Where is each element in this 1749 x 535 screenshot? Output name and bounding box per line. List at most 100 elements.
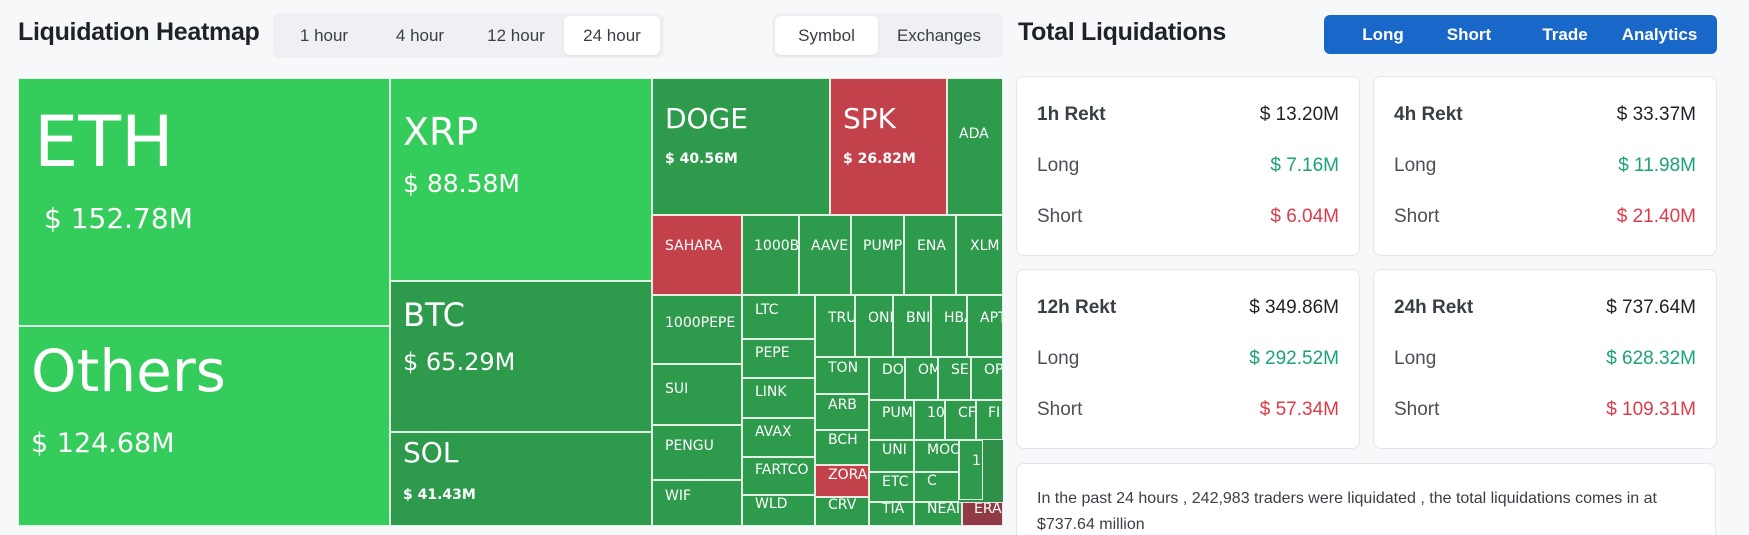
rekt-value-period: $ 13.20M bbox=[1259, 104, 1339, 125]
heatmap-cell-symbol: APT bbox=[980, 310, 1002, 327]
heatmap-cell-fi[interactable]: FI bbox=[976, 400, 1003, 440]
heatmap-cell-btc[interactable]: BTC $ 65.29M bbox=[390, 281, 652, 432]
rekt-label-long: Long bbox=[1037, 348, 1080, 369]
heatmap-cell-moo[interactable]: MOO bbox=[914, 440, 959, 472]
heatmap-cell-1000b[interactable]: 1000B bbox=[742, 215, 799, 295]
time-option-12h[interactable]: 12 hour bbox=[487, 25, 545, 45]
rekt-value-long: $ 7.16M bbox=[1270, 155, 1339, 176]
rekt-value-long: $ 292.52M bbox=[1249, 348, 1339, 369]
rekt-card-12h: 12h Rekt $ 349.86M Long $ 292.52M Short $ 57.… bbox=[1016, 269, 1360, 449]
heatmap-cell-avax[interactable]: AVAX bbox=[742, 418, 815, 457]
time-option-1h[interactable]: 1 hour bbox=[299, 25, 349, 45]
time-option-24h[interactable]: 24 hour bbox=[564, 16, 660, 55]
heatmap-cell-xrp[interactable]: XRP $ 88.58M bbox=[390, 78, 652, 281]
liquidation-treemap: ETH $ 152.78M Others $ 124.68M XRP $ 88.58M BT… bbox=[18, 78, 1003, 526]
heatmap-cell-do[interactable]: DO bbox=[869, 357, 905, 400]
heatmap-cell-ltc[interactable]: LTC bbox=[742, 295, 815, 339]
heatmap-cell-xlm[interactable]: XLM bbox=[956, 215, 1003, 295]
rekt-label-period: 24h Rekt bbox=[1394, 297, 1474, 318]
heatmap-cell-bch[interactable]: BCH bbox=[815, 430, 869, 465]
heatmap-cell-pum[interactable]: PUM bbox=[869, 400, 914, 440]
rekt-value-short: $ 6.04M bbox=[1270, 206, 1339, 227]
heatmap-cell-symbol: Others bbox=[31, 337, 226, 406]
heatmap-cell-uni[interactable]: UNI bbox=[869, 440, 914, 472]
heatmap-cell-amount: $ 26.82M bbox=[843, 150, 916, 167]
rekt-row-long: Long $ 11.98M bbox=[1394, 152, 1696, 180]
rekt-value-long: $ 11.98M bbox=[1618, 155, 1696, 176]
rekt-label-short: Short bbox=[1394, 206, 1440, 227]
heatmap-cell-pump[interactable]: PUMP bbox=[851, 215, 904, 295]
heatmap-cell-etc[interactable]: ETC bbox=[869, 472, 914, 502]
heatmap-cell-crv[interactable]: CRV bbox=[815, 497, 869, 526]
heatmap-cell-se[interactable]: SE bbox=[938, 357, 971, 400]
rekt-label-period: 12h Rekt bbox=[1037, 297, 1117, 318]
rekt-value-short: $ 109.31M bbox=[1606, 399, 1696, 420]
heatmap-cell-symbol: CF bbox=[958, 405, 976, 422]
heatmap-cell-apt[interactable]: APT bbox=[967, 295, 1003, 357]
heatmap-cell-bni[interactable]: BNI bbox=[893, 295, 931, 357]
heatmap-cell-ena[interactable]: ENA bbox=[904, 215, 956, 295]
heatmap-cell-10[interactable]: 10 bbox=[914, 400, 945, 440]
heatmap-cell-wld[interactable]: WLD bbox=[742, 495, 815, 526]
time-range-selector: 1 hour 4 hour 12 hour 24 hour bbox=[273, 13, 664, 58]
rekt-row-period: 4h Rekt $ 33.37M bbox=[1394, 101, 1696, 129]
time-option-4h[interactable]: 4 hour bbox=[395, 25, 445, 45]
heatmap-cell-others[interactable]: Others $ 124.68M bbox=[18, 326, 390, 526]
rekt-label-long: Long bbox=[1037, 155, 1080, 176]
heatmap-cell-ton[interactable]: TON bbox=[815, 357, 869, 394]
heatmap-cell-era[interactable]: ERA bbox=[962, 502, 1003, 526]
rekt-label-short: Short bbox=[1037, 206, 1083, 227]
heatmap-title: Liquidation Heatmap bbox=[18, 18, 260, 46]
heatmap-cell-pengu[interactable]: PENGU bbox=[652, 425, 742, 480]
heatmap-cell-sui[interactable]: SUI bbox=[652, 364, 742, 425]
heatmap-cell-sol[interactable]: SOL $ 41.43M bbox=[390, 432, 652, 526]
rekt-value-short: $ 57.34M bbox=[1259, 399, 1339, 420]
heatmap-cell-hba[interactable]: HBA bbox=[931, 295, 967, 357]
heatmap-cell-ond[interactable]: OND bbox=[855, 295, 893, 357]
heatmap-cell-symbol: TON bbox=[828, 360, 859, 377]
rekt-label-long: Long bbox=[1394, 155, 1437, 176]
heatmap-cell-tru[interactable]: TRU bbox=[815, 295, 855, 357]
heatmap-cell-ada[interactable]: ADA bbox=[947, 78, 1003, 215]
heatmap-cell-spk[interactable]: SPK $ 26.82M bbox=[830, 78, 947, 215]
heatmap-cell-arb[interactable]: ARB bbox=[815, 394, 869, 430]
heatmap-cell-symbol: UNI bbox=[882, 442, 907, 459]
rekt-row-long: Long $ 7.16M bbox=[1037, 152, 1339, 180]
view-option-symbol[interactable]: Symbol bbox=[775, 16, 878, 55]
heatmap-cell-amount: $ 41.43M bbox=[403, 486, 476, 503]
view-option-exchanges[interactable]: Exchanges bbox=[896, 25, 982, 45]
rekt-row-short: Short $ 6.04M bbox=[1037, 203, 1339, 231]
heatmap-cell-cf[interactable]: CF bbox=[945, 400, 976, 440]
heatmap-cell-c[interactable]: C bbox=[914, 472, 959, 502]
heatmap-cell-zora[interactable]: ZORA bbox=[815, 465, 869, 497]
heatmap-cell-wif[interactable]: WIF bbox=[652, 480, 742, 526]
rekt-row-short: Short $ 109.31M bbox=[1394, 396, 1696, 424]
heatmap-cell-eth[interactable]: ETH $ 152.78M bbox=[18, 78, 390, 326]
heatmap-cell-amount: $ 65.29M bbox=[403, 347, 516, 376]
heatmap-cell-pepe[interactable]: PEPE bbox=[742, 339, 815, 378]
heatmap-cell-sahara[interactable]: SAHARA bbox=[652, 215, 742, 295]
heatmap-cell-tia[interactable]: TIA bbox=[869, 502, 914, 526]
total-liquidations-title: Total Liquidations bbox=[1018, 18, 1227, 46]
heatmap-cell-aave[interactable]: AAVE bbox=[799, 215, 851, 295]
heatmap-cell-1[interactable]: 1 bbox=[959, 440, 983, 500]
rekt-row-short: Short $ 57.34M bbox=[1037, 396, 1339, 424]
heatmap-cell-symbol: TRU bbox=[828, 310, 855, 327]
analytics-button[interactable]: Analytics bbox=[1602, 15, 1717, 54]
heatmap-cell-1000pepe[interactable]: 1000PEPE bbox=[652, 295, 742, 364]
heatmap-cell-symbol: NEAI bbox=[927, 502, 961, 518]
heatmap-cell-neai[interactable]: NEAI bbox=[914, 502, 962, 526]
heatmap-cell-link[interactable]: LINK bbox=[742, 378, 815, 418]
rekt-label-period: 1h Rekt bbox=[1037, 104, 1106, 125]
heatmap-cell-symbol: ENA bbox=[917, 238, 946, 255]
rekt-row-long: Long $ 292.52M bbox=[1037, 345, 1339, 373]
heatmap-cell-amount: $ 152.78M bbox=[44, 202, 193, 236]
heatmap-cell-fartco[interactable]: FARTCO bbox=[742, 457, 815, 495]
heatmap-cell-op[interactable]: OP bbox=[971, 357, 1003, 400]
heatmap-cell-symbol: MOO bbox=[927, 442, 959, 459]
heatmap-cell-symbol: PENGU bbox=[665, 438, 714, 455]
heatmap-cell-om[interactable]: OM bbox=[905, 357, 938, 400]
rekt-card-24h: 24h Rekt $ 737.64M Long $ 628.32M Short $ 109… bbox=[1373, 269, 1717, 449]
heatmap-cell-symbol: ERA bbox=[974, 502, 1002, 518]
heatmap-cell-doge[interactable]: DOGE $ 40.56M bbox=[652, 78, 830, 215]
